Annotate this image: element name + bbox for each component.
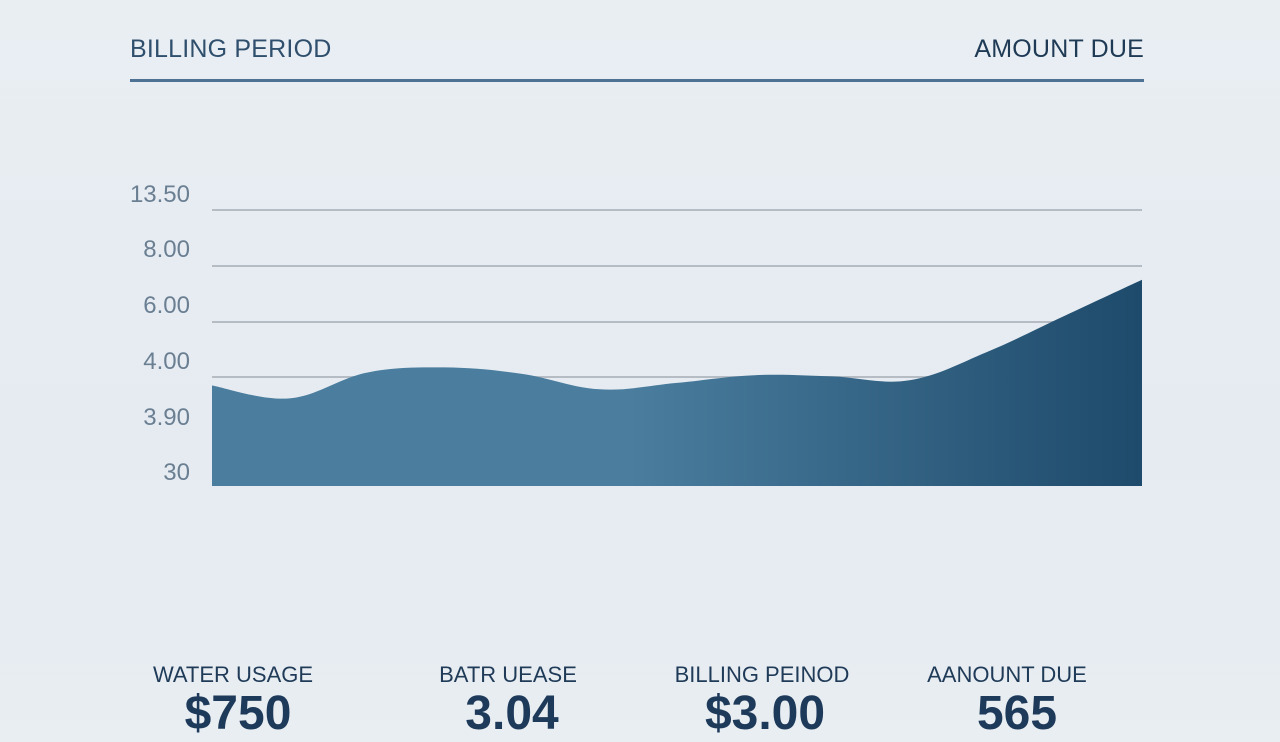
billing-period-value: $3.00 [704, 687, 826, 740]
y-tick-label-4: 3.90 [143, 404, 190, 431]
amount-due-label: AANOUNT DUE [927, 662, 1087, 687]
header-divider [130, 79, 1144, 82]
y-tick-label-1: 8.00 [143, 236, 190, 263]
y-axis-ticks: 13.50 8.00 6.00 4.00 3.90 30 [130, 181, 190, 486]
area-series [212, 279, 1142, 486]
batr-uease-value: 3.04 [465, 687, 559, 740]
y-tick-label-2: 6.00 [143, 292, 190, 319]
billing-period-heading: BILLING PERIOD [130, 35, 332, 63]
amount-due-heading: AMOUNT DUE [974, 35, 1144, 63]
water-usage-label: WATER USAGE [152, 662, 314, 687]
y-tick-label-5: 30 [163, 459, 190, 486]
header: BILLING PERIOD AMOUNT DUE [130, 30, 1144, 84]
batr-uease-label: BATR UEASE [439, 662, 577, 687]
amount-due-value: 565 [976, 687, 1058, 740]
y-tick-label-3: 4.00 [143, 348, 190, 375]
usage-area [212, 279, 1142, 486]
water-usage-value: $750 [184, 687, 292, 740]
y-tick-label-0: 13.50 [130, 181, 190, 208]
usage-area-chart: 13.50 8.00 6.00 4.00 3.90 30 [130, 181, 1142, 486]
billing-period-label: BILLING PEINOD [674, 662, 850, 687]
